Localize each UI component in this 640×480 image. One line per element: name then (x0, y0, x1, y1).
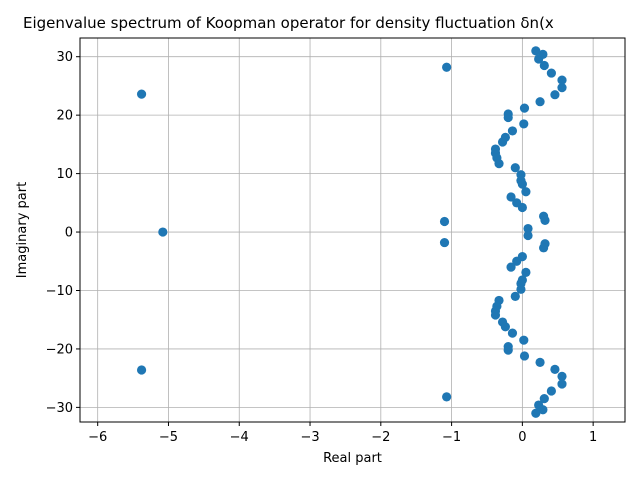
eigenvalue-point (557, 371, 567, 382)
y-tick-label: 30 (56, 50, 73, 65)
eigenvalue-point (557, 379, 567, 389)
eigenvalue-point (550, 90, 560, 100)
y-tick-label: −10 (46, 284, 73, 299)
eigenvalue-point (512, 198, 522, 208)
eigenvalue-point (500, 322, 510, 332)
eigenvalue-point (540, 215, 550, 225)
eigenvalue-point (546, 68, 556, 78)
eigenvalue-point (490, 144, 501, 154)
y-tick-label: −20 (46, 342, 73, 357)
x-tick-label: −2 (371, 430, 390, 445)
y-tick-label: −30 (46, 401, 73, 416)
eigenvalue-point (507, 328, 518, 338)
eigenvalue-point (516, 170, 526, 180)
grid-lines (80, 38, 625, 422)
eigenvalue-point (519, 103, 530, 113)
eigenvalue-point (557, 75, 567, 85)
eigenvalue-point (439, 216, 450, 227)
eigenvalue-point (442, 392, 452, 402)
x-tick-label: 1 (589, 430, 597, 445)
eigenvalue-point (519, 335, 529, 345)
y-tick-label: 10 (56, 167, 73, 182)
x-tick-label: −4 (230, 430, 249, 445)
eigenvalue-point (521, 267, 531, 277)
eigenvalue-point (523, 223, 533, 234)
eigenvalue-point (531, 46, 541, 56)
eigenvalue-point (550, 364, 560, 374)
eigenvalue-point (490, 310, 501, 320)
eigenvalue-point (523, 230, 533, 241)
eigenvalue-point (512, 256, 522, 266)
eigenvalue-point (538, 49, 548, 59)
eigenvalue-point (519, 119, 529, 129)
eigenvalue-point (535, 357, 545, 367)
eigenvalue-point (510, 291, 520, 301)
eigenvalue-point (538, 405, 548, 415)
eigenvalue-point (510, 163, 520, 173)
chart-title: Eigenvalue spectrum of Koopman operator … (23, 14, 554, 32)
x-tick-label: −6 (88, 430, 107, 445)
eigenvalue-point (136, 89, 147, 99)
eigenvalue-point (507, 126, 518, 136)
plot-frame (79, 37, 626, 423)
eigenvalue-point (539, 394, 549, 404)
data-points (136, 46, 567, 418)
eigenvalue-point (506, 192, 516, 202)
x-tick-label: −5 (159, 430, 178, 445)
eigenvalue-point (521, 187, 531, 197)
eigenvalue-point (516, 284, 526, 294)
y-tick-label: 0 (65, 226, 73, 241)
eigenvalue-point (519, 351, 530, 361)
eigenvalue-point (500, 132, 510, 142)
x-tick-label: −1 (442, 430, 461, 445)
eigenvalue-point (158, 227, 168, 237)
eigenvalue-point (442, 62, 452, 72)
y-tick-label: 20 (56, 109, 73, 124)
eigenvalue-point (136, 365, 147, 375)
eigenvalue-point (557, 83, 567, 93)
eigenvalue-point (439, 237, 450, 248)
eigenvalue-point (503, 345, 513, 355)
x-tick-label: 0 (518, 430, 526, 445)
eigenvalue-point (539, 243, 549, 253)
eigenvalue-point (546, 386, 556, 396)
eigenvalue-point (531, 408, 541, 418)
x-axis-label: Real part (323, 451, 382, 466)
y-axis-label: Imaginary part (15, 182, 30, 278)
eigenvalue-point (503, 109, 513, 119)
x-tick-label: −3 (300, 430, 319, 445)
eigenvalue-point (535, 97, 545, 107)
eigenvalue-point (539, 60, 549, 71)
eigenvalue-point (506, 262, 516, 272)
